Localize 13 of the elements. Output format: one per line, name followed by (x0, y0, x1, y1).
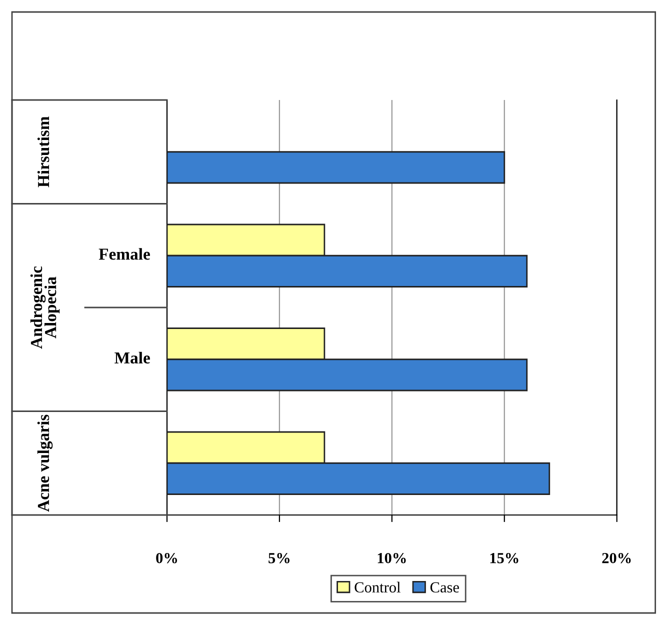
text: Androgenic Alopecia (30, 266, 60, 349)
x-tick-label: 5% (268, 552, 290, 564)
bar (166, 151, 506, 184)
legend-label: Control (354, 582, 400, 593)
x-tick-label: 15% (490, 552, 518, 564)
x-tick-label: 0% (156, 552, 178, 564)
y-tick-label: Hirsutism (37, 116, 50, 188)
x-tick-label: 10% (378, 552, 406, 564)
x-tick-label: 20% (602, 552, 631, 564)
y-tick-label: Male (114, 352, 150, 364)
legend-label: Case (430, 582, 459, 593)
y-tick-label: Acne vulgaris (37, 414, 53, 512)
y-tick-label: Female (98, 248, 150, 260)
